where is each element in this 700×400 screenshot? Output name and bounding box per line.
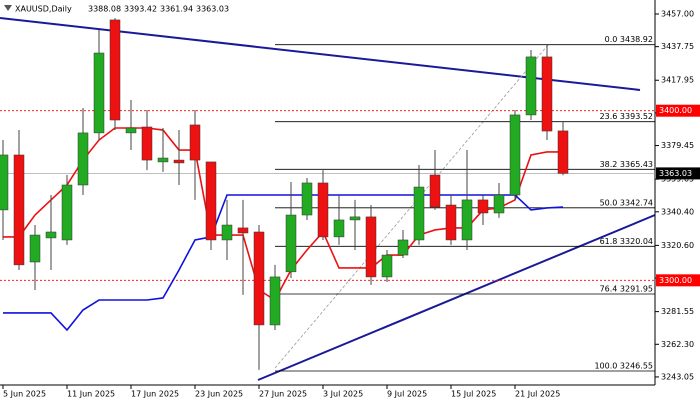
candle-body [173,159,185,164]
price-label-box [656,104,700,117]
y-tick-label: 3320.60 [661,241,694,250]
candle-body [13,154,25,266]
fib-label: 50.0 3342.74 [600,198,653,207]
trend-line [257,214,656,381]
indicator-line [3,194,564,332]
y-tick-label: 3437.75 [661,42,694,51]
candle-body [525,56,537,116]
candle-body [493,194,505,214]
fib-label: 0.0 3438.92 [605,35,653,44]
y-tick-label: 3281.55 [661,307,694,316]
candle-body [157,157,169,163]
candle-body [269,276,281,326]
y-tick-label: 3417.95 [661,76,694,85]
x-tick-label: 15 Jul 2025 [451,390,496,399]
candle-body [301,182,313,216]
fib-label: 38.2 3365.43 [600,160,653,169]
candle-body [109,19,121,121]
candle-body [237,227,249,234]
y-tick-label: 3379.45 [661,141,694,150]
x-tick-label: 27 Jun 2025 [259,390,307,399]
candle-body [285,214,297,273]
price-label: 3300.00 [659,276,692,285]
fib-label: 23.6 3393.52 [600,112,653,121]
y-tick-label: 3340.40 [661,207,694,216]
candle-body [0,154,9,211]
candle-body [413,186,425,241]
candle-body [397,239,409,256]
candle-body [189,124,201,161]
x-tick-label: 3 Jul 2025 [323,390,363,399]
price-label: 3400.00 [659,106,692,115]
y-tick-label: 3243.05 [661,372,694,381]
candle-body [429,174,441,208]
header-icon [4,5,12,11]
candle-body [221,224,233,241]
candle-body [141,126,153,161]
candle-body [381,254,393,278]
y-tick-label: 3262.30 [661,340,694,349]
header-value: 3388.08 [88,5,121,14]
fib-label: 100.0 3246.55 [594,362,653,371]
price-label: 3363.03 [659,169,692,178]
candle-body [349,216,361,221]
x-tick-label: 11 Jun 2025 [67,390,115,399]
candle-body [557,130,569,174]
x-tick-label: 23 Jun 2025 [195,390,243,399]
candle-body [45,231,57,239]
y-tick-label: 3457.00 [661,9,694,18]
fib-label: 76.4 3291.95 [600,284,653,293]
candle-body [205,161,217,241]
x-tick-label: 17 Jun 2025 [131,390,179,399]
candle-body [61,184,73,241]
header-title: XAUUSD,Daily [15,5,72,14]
x-tick-label: 5 Jun 2025 [3,390,46,399]
candle-body [509,114,521,196]
candle-body [365,216,377,278]
header-value: 3393.42 [124,5,157,14]
header-value: 3361.94 [160,5,193,14]
price-label-box [656,274,700,287]
x-tick-label: 21 Jul 2025 [515,390,560,399]
candle-body [445,204,457,241]
candle-body [29,234,41,263]
candle-body [317,182,329,238]
x-tick-label: 9 Jul 2025 [387,390,427,399]
candle-body [77,132,89,186]
candle-body [93,52,105,134]
fib-diagonal [274,44,549,369]
candle-body [477,199,489,214]
candle-body [461,199,473,241]
candle-body [541,56,553,132]
price-label-box [656,167,700,180]
fib-label: 61.8 3320.04 [600,237,653,246]
candle-body [333,219,345,238]
header-value: 3363.03 [196,5,229,14]
candle-body [253,231,265,326]
candle-body [125,127,137,134]
